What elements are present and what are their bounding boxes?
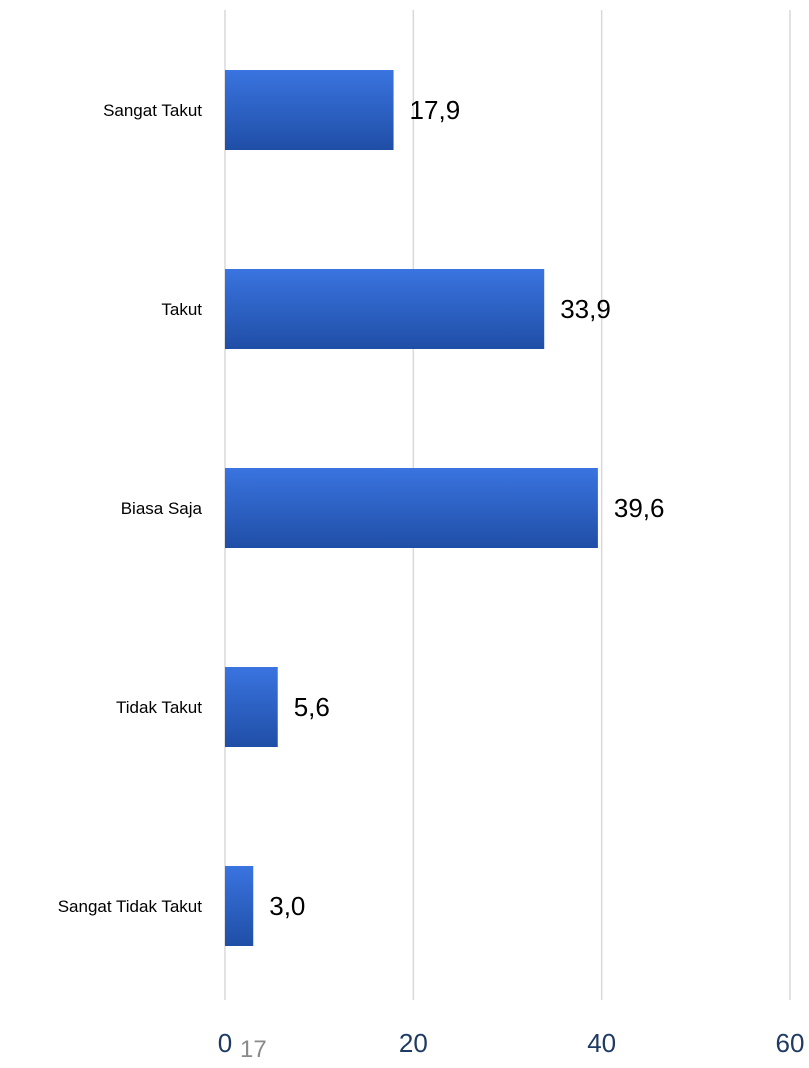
data-label-tidak-takut: 5,6 (294, 692, 330, 722)
data-label-sangat-takut: 17,9 (410, 95, 461, 125)
x-tick-label-0: 0 (218, 1028, 232, 1058)
x-tick-label-60: 60 (776, 1028, 805, 1058)
bar-tidak-takut (225, 667, 278, 747)
category-label-sangat-takut: Sangat Takut (103, 101, 202, 120)
labels: 0 20 40 60 Sangat Takut 17,9 Takut 33,9 Biasa Sa… (58, 95, 805, 1058)
category-label-sangat-tidak-takut: Sangat Tidak Takut (58, 897, 203, 916)
x-tick-label-40: 40 (587, 1028, 616, 1058)
bar-takut (225, 269, 545, 349)
category-label-biasa-saja: Biasa Saja (121, 499, 203, 518)
data-label-sangat-tidak-takut: 3,0 (269, 891, 305, 921)
category-label-takut: Takut (161, 300, 202, 319)
bars (225, 70, 598, 946)
bar-sangat-takut (225, 70, 394, 150)
category-label-tidak-takut: Tidak Takut (116, 698, 202, 717)
bar-biasa-saja (225, 468, 598, 548)
data-label-takut: 33,9 (560, 294, 611, 324)
bar-sangat-tidak-takut (225, 866, 254, 946)
page-number: 17 (240, 1036, 267, 1063)
x-tick-label-20: 20 (399, 1028, 428, 1058)
data-label-biasa-saja: 39,6 (614, 493, 665, 523)
